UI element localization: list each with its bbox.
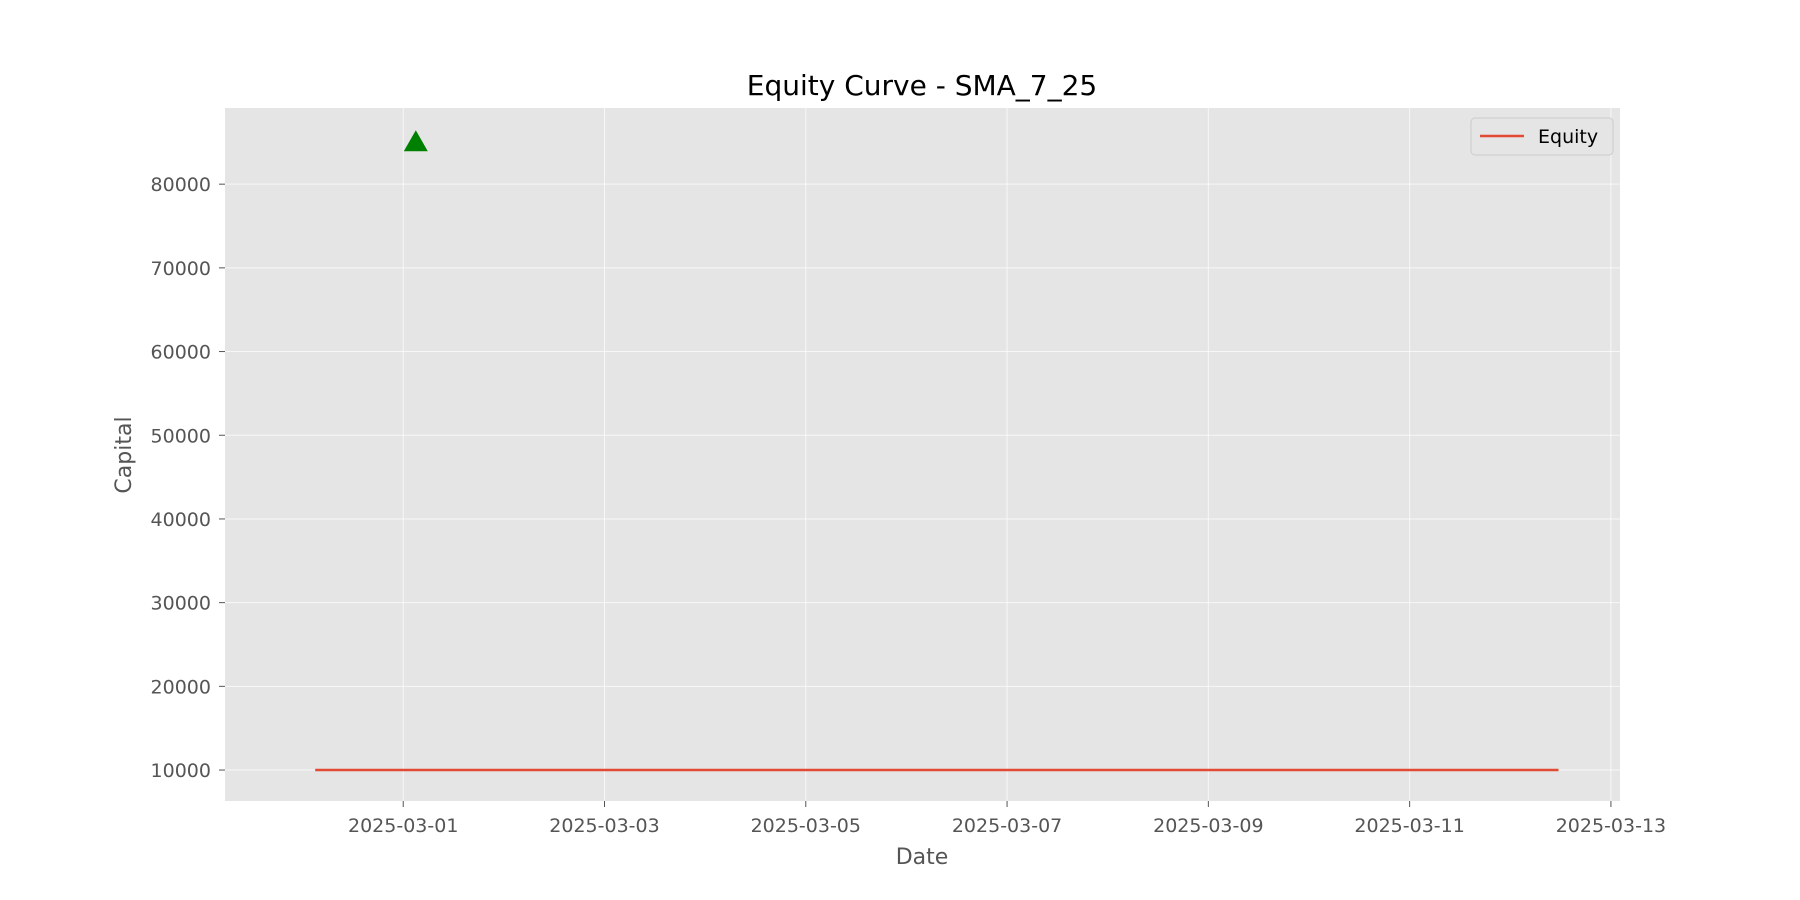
x-tick-label: 2025-03-13 (1556, 815, 1666, 837)
x-tick-label: 2025-03-03 (549, 815, 659, 837)
y-tick-label: 10000 (151, 760, 211, 782)
y-tick-label: 70000 (151, 258, 211, 280)
legend-label-equity: Equity (1538, 126, 1598, 148)
chart-title: Equity Curve - SMA_7_25 (747, 69, 1097, 102)
y-tick-label: 20000 (151, 676, 211, 698)
x-tick-label: 2025-03-11 (1354, 815, 1464, 837)
x-tick-label: 2025-03-01 (348, 815, 458, 837)
buy-marker-triangle (403, 130, 428, 152)
y-tick-label: 30000 (151, 593, 211, 615)
y-tick-label: 50000 (151, 425, 211, 447)
y-tick-label: 60000 (151, 342, 211, 364)
marker-layer (403, 130, 428, 152)
x-axis-label: Date (896, 845, 949, 870)
y-axis-ticks: 10000 20000 30000 40000 50000 60000 70000 80000 (151, 174, 225, 782)
x-tick-label: 2025-03-09 (1153, 815, 1263, 837)
y-tick-label: 80000 (151, 174, 211, 196)
legend-box (1470, 117, 1614, 156)
plot-background (225, 108, 1620, 801)
grid (225, 108, 1620, 801)
x-tick-label: 2025-03-07 (952, 815, 1062, 837)
y-tick-label: 40000 (151, 509, 211, 531)
legend: Equity (1470, 117, 1614, 156)
y-axis-label: Capital (112, 416, 137, 493)
x-axis-ticks: 2025-03-01 2025-03-03 2025-03-05 2025-03-07… (348, 801, 1666, 837)
x-tick-label: 2025-03-05 (751, 815, 861, 837)
